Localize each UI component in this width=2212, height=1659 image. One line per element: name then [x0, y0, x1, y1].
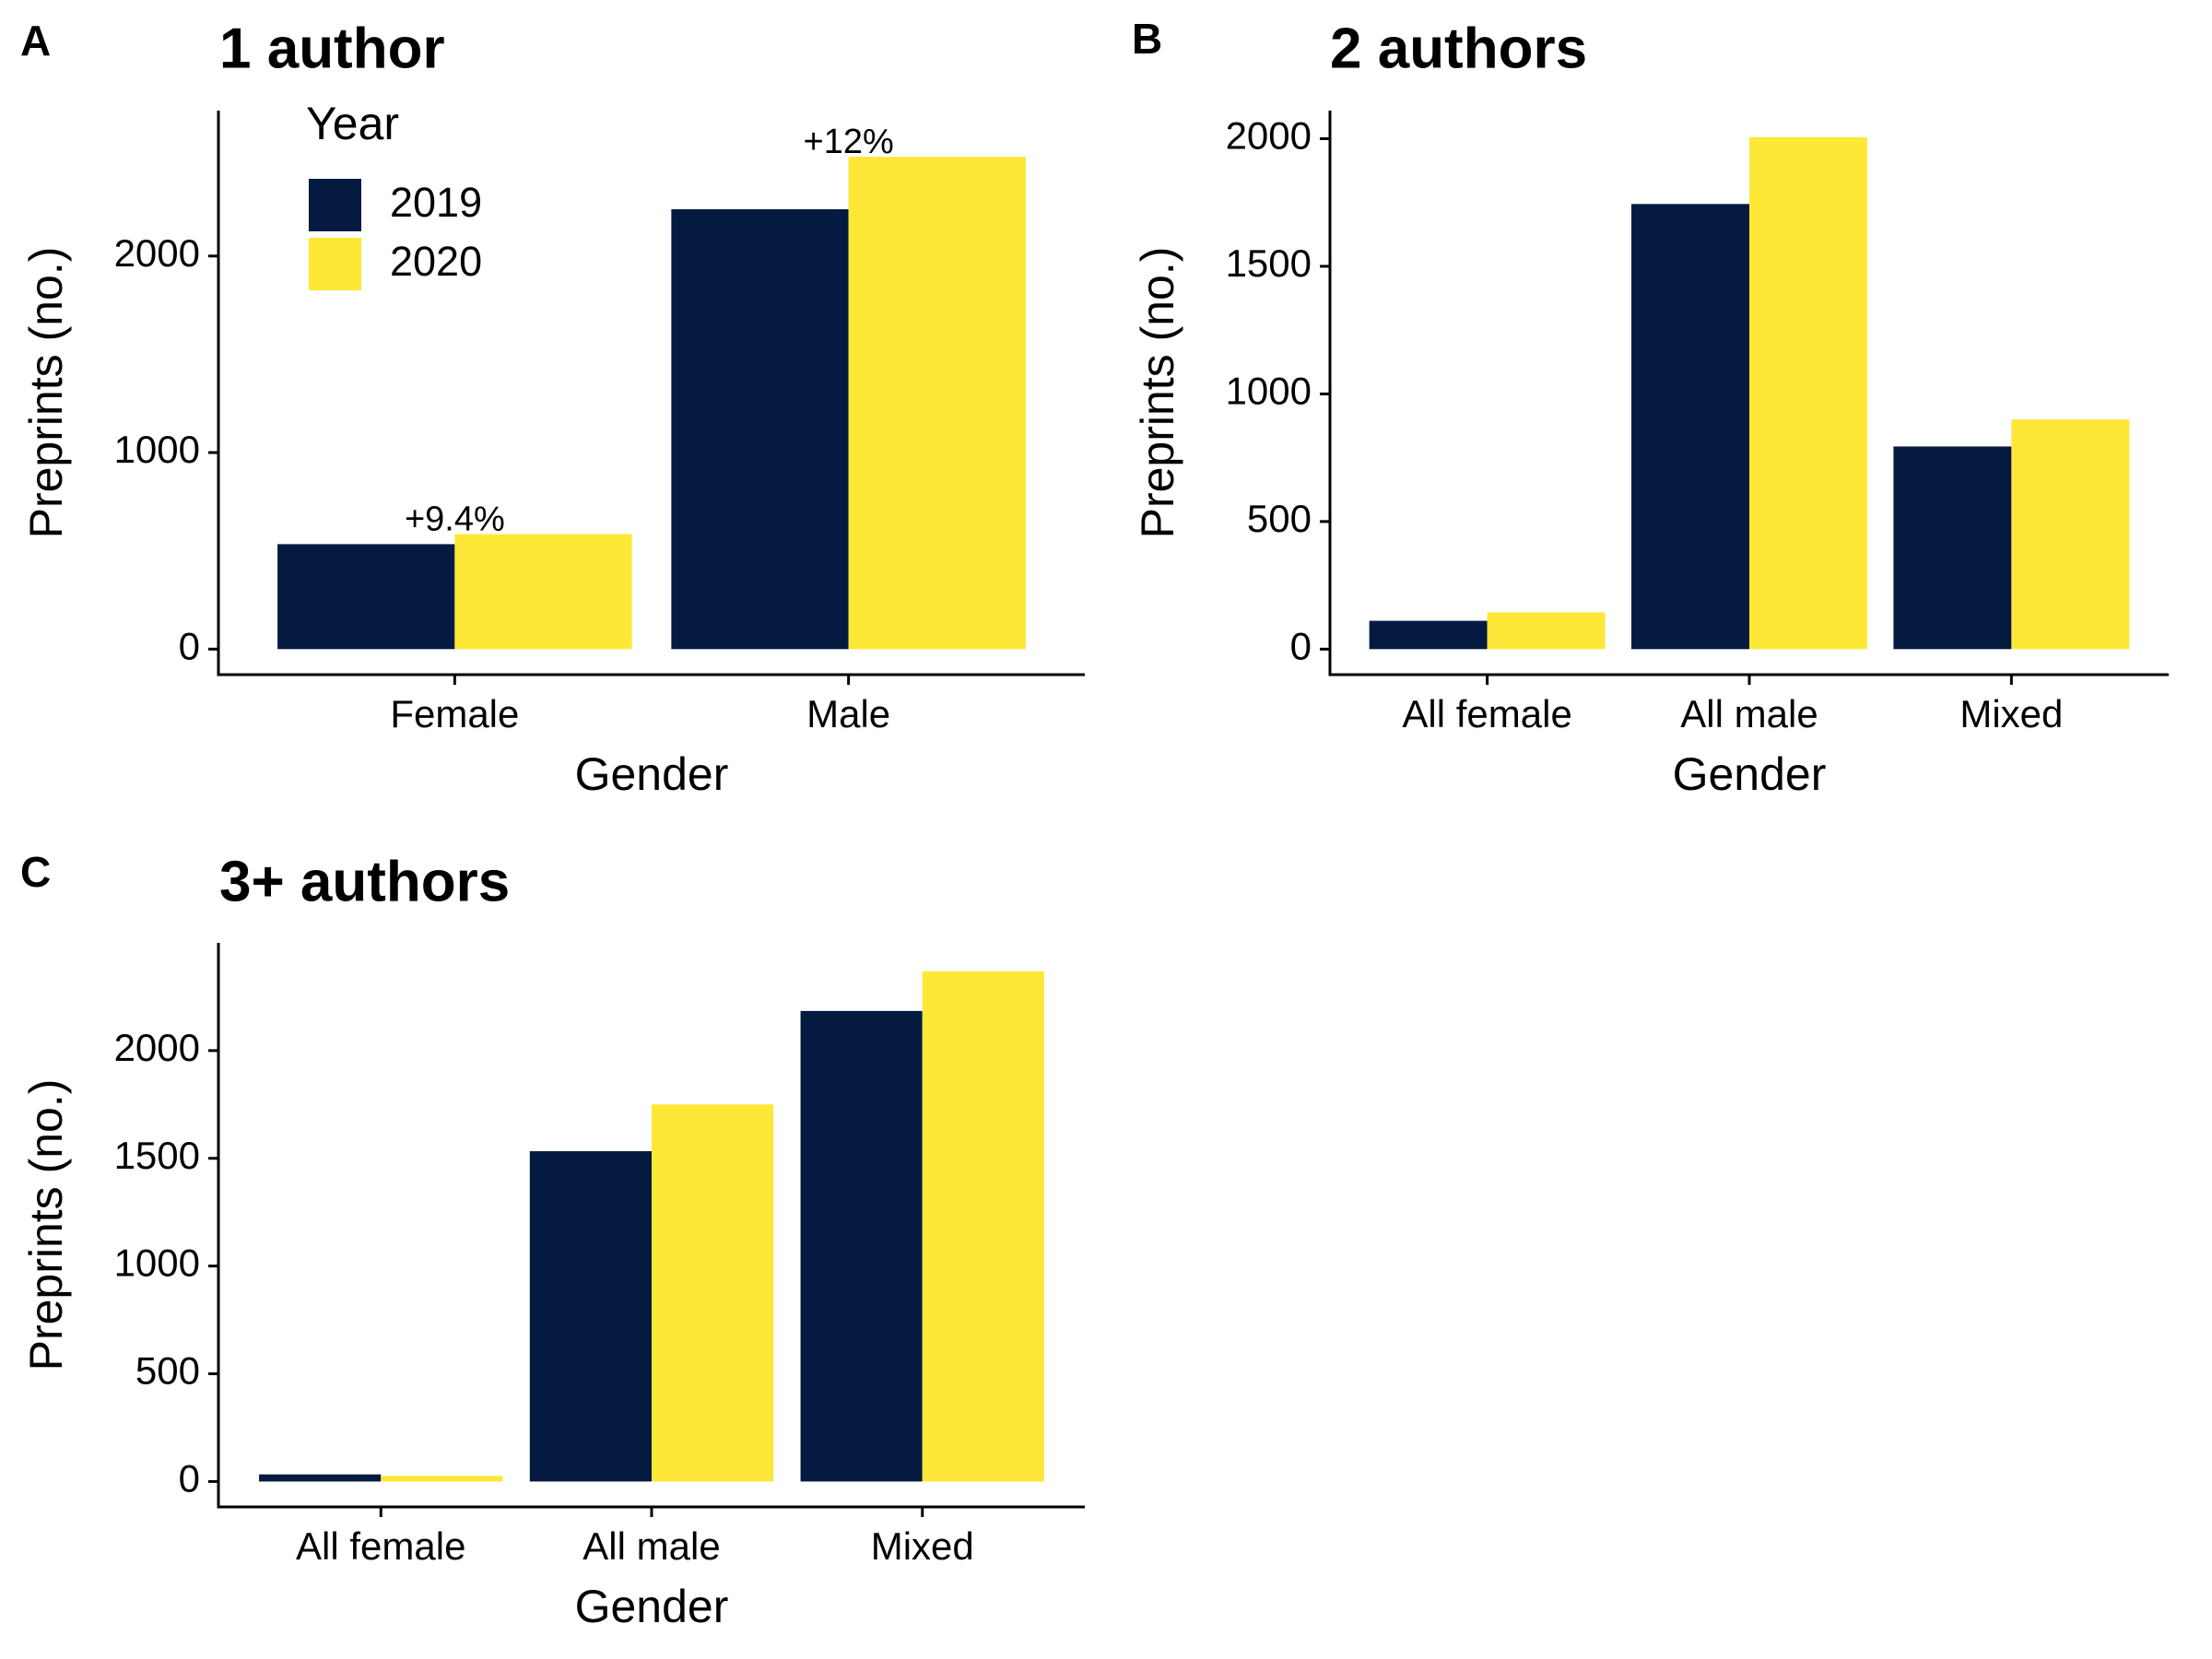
- bar: [1487, 612, 1606, 650]
- bar: [259, 1474, 382, 1482]
- y-tick-label: 1000: [1226, 369, 1312, 412]
- y-tick-label: 1500: [1226, 241, 1312, 285]
- y-tick-label: 2000: [114, 231, 200, 275]
- legend-label: 2020: [390, 238, 482, 285]
- y-tick-label: 1000: [114, 1241, 200, 1285]
- y-tick-label: 0: [179, 1457, 200, 1500]
- x-axis-title: Gender: [575, 1581, 729, 1632]
- bar: [652, 1104, 774, 1482]
- bar: [2011, 419, 2130, 650]
- x-tick-label: Mixed: [1959, 692, 2063, 735]
- panel-label: C: [20, 848, 51, 896]
- y-tick-label: 500: [135, 1349, 200, 1393]
- x-tick-label: All female: [296, 1524, 465, 1568]
- bar: [848, 157, 1026, 650]
- y-tick-label: 0: [1290, 624, 1312, 667]
- x-tick-label: All male: [1680, 692, 1818, 735]
- bar: [529, 1151, 652, 1482]
- bar: [671, 209, 849, 650]
- y-axis-title: Preprints (no.): [1132, 247, 1183, 539]
- x-axis-title: Gender: [1673, 748, 1827, 800]
- bar: [1893, 446, 2012, 650]
- legend-swatch: [309, 179, 361, 231]
- annotation: +12%: [804, 123, 894, 161]
- y-axis-title: Preprints (no.): [20, 247, 72, 539]
- x-tick-label: Male: [806, 692, 890, 735]
- y-axis-title: Preprints (no.): [20, 1079, 72, 1371]
- x-tick-label: All male: [582, 1524, 720, 1568]
- y-tick-label: 1500: [114, 1134, 200, 1177]
- y-tick-label: 500: [1247, 497, 1312, 540]
- legend-swatch: [309, 238, 361, 290]
- chart-title: 1 author: [219, 17, 445, 80]
- y-tick-label: 1000: [114, 428, 200, 471]
- x-tick-label: Female: [390, 692, 519, 735]
- bar: [922, 971, 1044, 1482]
- y-tick-label: 0: [179, 624, 200, 667]
- x-tick-label: Mixed: [871, 1524, 974, 1568]
- y-tick-label: 2000: [114, 1026, 200, 1069]
- legend-title: Year: [306, 98, 399, 149]
- bar: [800, 1010, 923, 1482]
- chart-title: 2 authors: [1330, 17, 1587, 80]
- chart-title: 3+ authors: [219, 850, 510, 913]
- panel-label: B: [1132, 15, 1162, 63]
- panel-label: A: [20, 17, 51, 65]
- annotation: +9.4%: [405, 500, 505, 539]
- bar: [454, 534, 632, 650]
- bar: [381, 1476, 503, 1482]
- x-tick-label: All female: [1402, 692, 1571, 735]
- y-tick-label: 2000: [1226, 114, 1312, 158]
- bar: [1749, 136, 1867, 650]
- bar: [1631, 204, 1749, 650]
- bar: [277, 544, 455, 650]
- bar: [1369, 620, 1488, 650]
- x-axis-title: Gender: [575, 748, 729, 800]
- legend-label: 2019: [390, 179, 482, 226]
